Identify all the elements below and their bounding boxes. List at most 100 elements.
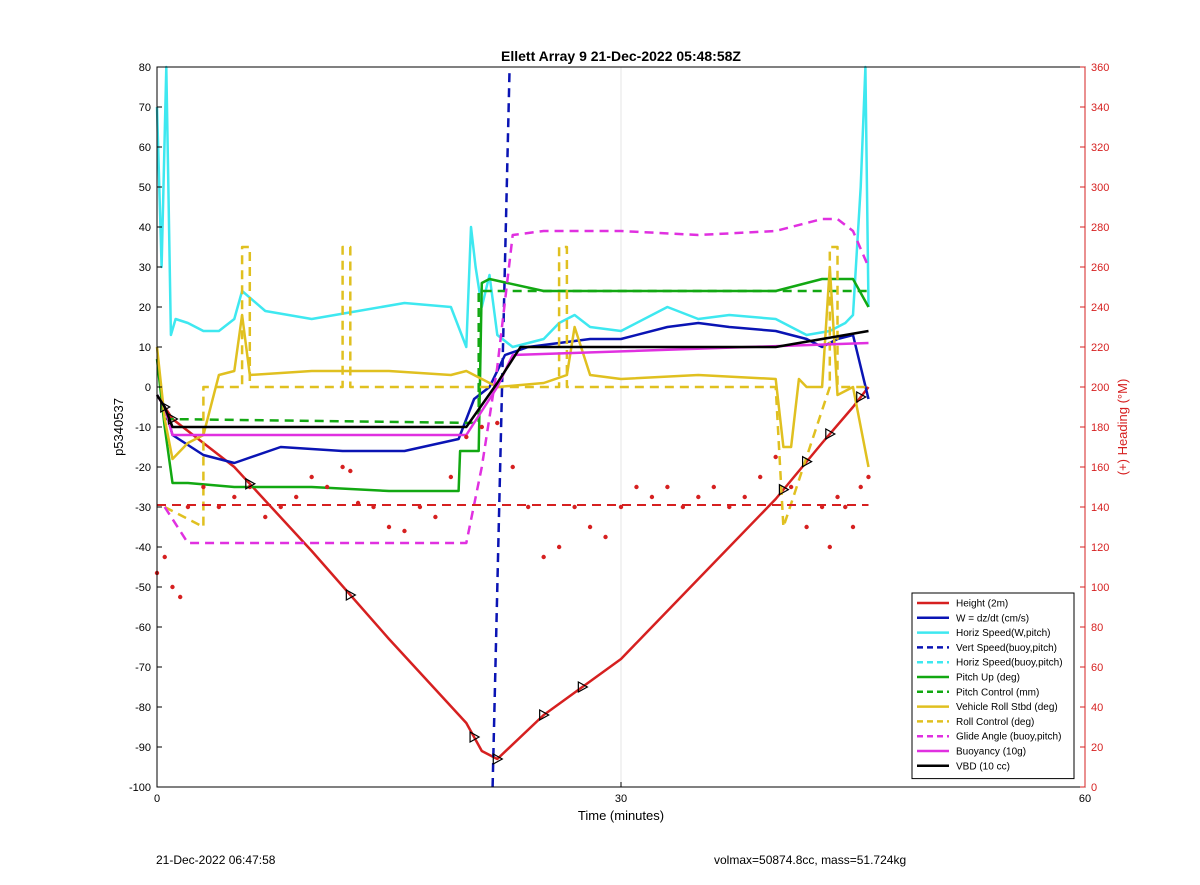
heading-point-16 bbox=[355, 500, 361, 506]
y-tick-label-0: -100 bbox=[129, 782, 151, 794]
heading-point-10 bbox=[278, 504, 283, 510]
heading-point-46 bbox=[819, 504, 825, 510]
x-tick-label-1: 30 bbox=[615, 793, 627, 805]
heading-point-49 bbox=[843, 504, 848, 510]
y-tick-label-10: 0 bbox=[145, 382, 151, 394]
height-marker-11 bbox=[856, 390, 867, 404]
heading-point-29 bbox=[556, 544, 562, 550]
y2-tick-label-8: 160 bbox=[1091, 462, 1109, 474]
series-layer bbox=[154, 65, 871, 788]
series-line-11 bbox=[155, 329, 869, 429]
y2-tick-label-2: 40 bbox=[1091, 702, 1103, 714]
legend-label-1: W = dz/dt (cm/s) bbox=[956, 613, 1029, 624]
heading-point-25 bbox=[495, 420, 500, 426]
heading-point-23 bbox=[464, 434, 469, 440]
y-tick-label-11: 10 bbox=[139, 342, 151, 354]
heading-point-15 bbox=[348, 468, 353, 474]
y-tick-label-4: -60 bbox=[135, 622, 151, 634]
heading-point-24 bbox=[479, 424, 484, 430]
y-tick-label-2: -80 bbox=[135, 702, 151, 714]
heading-point-5 bbox=[201, 484, 206, 490]
y-tick-label-16: 60 bbox=[139, 142, 151, 154]
height-marker-7 bbox=[577, 680, 589, 694]
heading-point-48 bbox=[835, 494, 840, 500]
y2-tick-label-13: 260 bbox=[1091, 262, 1109, 274]
legend: Height (2m) W = dz/dt (cm/s) Horiz Speed(W… bbox=[911, 592, 1075, 780]
ticks-layer: 0 30 60-100-90-80-70-60-50-40-30-20-100102… bbox=[129, 62, 1109, 805]
height-marker-6 bbox=[539, 708, 550, 722]
x-tick-label-2: 60 bbox=[1079, 793, 1091, 805]
heading-point-14 bbox=[340, 464, 345, 470]
height-marker-8 bbox=[778, 483, 790, 496]
y-tick-label-15: 50 bbox=[139, 182, 151, 194]
height-marker-4 bbox=[469, 730, 481, 744]
y2-tick-label-6: 120 bbox=[1091, 542, 1109, 554]
series-line-2 bbox=[155, 65, 870, 349]
legend-label-11: VBD (10 cc) bbox=[956, 761, 1010, 772]
heading-point-18 bbox=[386, 524, 392, 530]
y-tick-label-18: 80 bbox=[139, 62, 151, 74]
y2-tick-label-12: 240 bbox=[1091, 302, 1109, 314]
y-tick-label-1: -90 bbox=[135, 742, 151, 754]
heading-point-7 bbox=[232, 494, 237, 500]
heading-point-6 bbox=[216, 504, 222, 510]
legend-label-8: Roll Control (deg) bbox=[956, 717, 1034, 728]
y-tick-label-3: -70 bbox=[135, 662, 151, 674]
y-tick-label-5: -50 bbox=[135, 582, 151, 594]
legend-label-5: Pitch Up (deg) bbox=[956, 673, 1020, 684]
legend-label-9: Glide Angle (buoy,pitch) bbox=[956, 732, 1061, 743]
heading-point-13 bbox=[324, 484, 330, 490]
heading-point-31 bbox=[587, 524, 593, 530]
height-marker-2 bbox=[245, 477, 257, 490]
y-axis-label: p5340537 bbox=[111, 398, 126, 456]
heading-point-36 bbox=[665, 484, 670, 490]
height-marker-9 bbox=[801, 455, 813, 468]
y2-tick-label-3: 60 bbox=[1091, 662, 1103, 674]
heading-point-3 bbox=[178, 594, 183, 600]
heading-point-28 bbox=[541, 554, 546, 560]
y2-tick-label-4: 80 bbox=[1091, 622, 1103, 634]
y2-tick-label-7: 140 bbox=[1091, 502, 1109, 514]
heading-point-37 bbox=[680, 504, 686, 510]
heading-point-51 bbox=[858, 484, 863, 490]
y2-tick-label-5: 100 bbox=[1091, 582, 1109, 594]
heading-point-32 bbox=[603, 534, 608, 540]
legend-label-2: Horiz Speed(W,pitch) bbox=[956, 628, 1050, 639]
heading-point-50 bbox=[850, 524, 856, 530]
y-tick-label-14: 40 bbox=[139, 222, 151, 234]
y-tick-label-9: -10 bbox=[135, 422, 151, 434]
y2-tick-label-0: 0 bbox=[1091, 782, 1097, 794]
heading-point-39 bbox=[711, 484, 716, 490]
heading-point-26 bbox=[510, 464, 515, 470]
series-line-5 bbox=[155, 277, 870, 493]
series-line-0 bbox=[155, 386, 870, 761]
series-line-7 bbox=[155, 265, 870, 468]
legend-label-0: Height (2m) bbox=[956, 599, 1008, 610]
y-tick-label-12: 20 bbox=[139, 302, 151, 314]
heading-point-41 bbox=[742, 494, 747, 500]
x-axis-label: Time (minutes) bbox=[578, 808, 664, 823]
markers-layer bbox=[160, 390, 867, 766]
y2-tick-label-16: 320 bbox=[1091, 142, 1109, 154]
heading-point-52 bbox=[866, 474, 871, 480]
y2-tick-label-9: 180 bbox=[1091, 422, 1109, 434]
heading-point-2 bbox=[170, 584, 175, 590]
y-axis-right-label: (+) Heading (°M) bbox=[1115, 379, 1130, 476]
heading-point-1 bbox=[162, 554, 167, 560]
heading-point-34 bbox=[634, 484, 639, 490]
heading-point-38 bbox=[696, 494, 701, 500]
height-marker-10 bbox=[825, 427, 837, 441]
heading-point-30 bbox=[572, 504, 577, 510]
heading-point-42 bbox=[758, 474, 763, 480]
footer-timestamp: 21-Dec-2022 06:47:58 bbox=[156, 853, 276, 867]
heading-point-21 bbox=[433, 514, 438, 520]
heading-point-4 bbox=[185, 504, 191, 510]
heading-point-47 bbox=[827, 544, 832, 550]
heading-point-12 bbox=[309, 474, 314, 480]
series-line-6 bbox=[164, 289, 869, 425]
series-line-9 bbox=[163, 217, 870, 545]
legend-label-6: Pitch Control (mm) bbox=[956, 687, 1039, 698]
heading-point-27 bbox=[526, 504, 531, 510]
legend-label-7: Vehicle Roll Stbd (deg) bbox=[956, 702, 1058, 713]
